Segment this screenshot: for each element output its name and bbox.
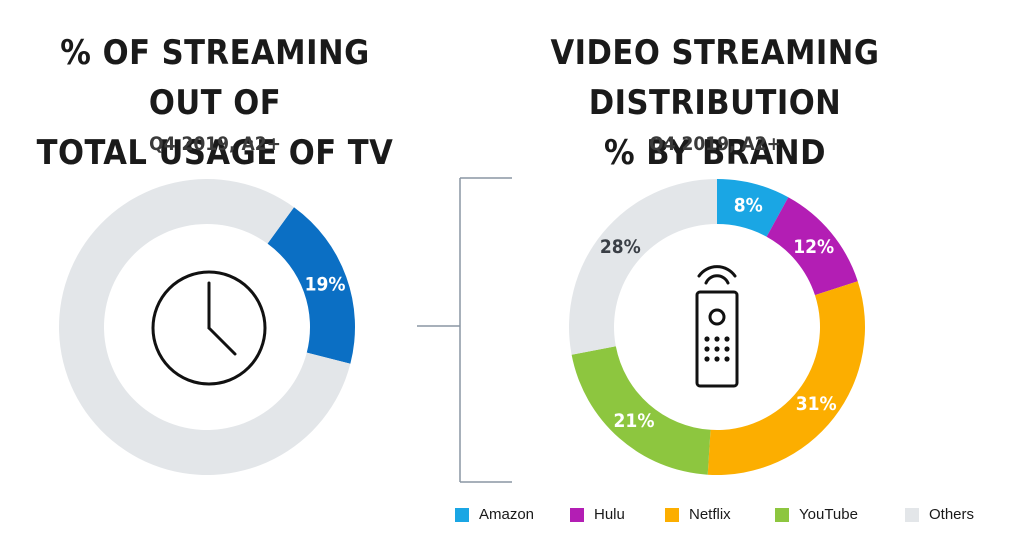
legend-swatch-hulu (570, 507, 584, 522)
legend-label-amazon: Amazon (479, 506, 535, 523)
brand-slice-others (568, 179, 717, 355)
right-title-line-2: % BY BRAND (603, 133, 827, 173)
left-title-line-1: % OF STREAMING OUT OF (60, 33, 370, 123)
streaming-slice-0 (267, 207, 355, 364)
brand-label-others: 28% (600, 236, 641, 258)
legend-label-netflix: Netflix (689, 506, 731, 523)
streaming-slice-1 (59, 179, 351, 476)
brand-slice-netflix (707, 281, 865, 476)
right-chart-title: VIDEO STREAMING DISTRIBUTION % BY BRAND (480, 28, 950, 178)
legend-item-youtube: YouTube (775, 506, 858, 523)
legend-label-hulu: Hulu (594, 506, 625, 523)
right-donut-chart: 8% 12% 31% 21% 28% (568, 179, 865, 476)
legend-item-netflix: Netflix (665, 506, 731, 523)
left-title-line-2: TOTAL USAGE OF TV (36, 133, 394, 173)
legend-swatch-others (905, 507, 919, 522)
connector-bracket (417, 177, 512, 483)
brand-label-youtube: 21% (614, 410, 655, 432)
streaming-label-0: 19% (305, 273, 346, 295)
brand-label-amazon: 8% (734, 194, 763, 216)
legend-swatch-netflix (665, 507, 679, 522)
legend-swatch-amazon (455, 507, 469, 522)
right-title-line-1: VIDEO STREAMING DISTRIBUTION (550, 33, 880, 123)
brand-label-netflix: 31% (796, 393, 837, 415)
clock-icon (151, 270, 267, 386)
legend-label-youtube: YouTube (799, 506, 858, 523)
brand-slice-amazon (717, 179, 789, 237)
left-donut-chart: 19% (59, 179, 355, 476)
legend-item-others: Others (905, 506, 974, 523)
brand-slice-hulu (766, 197, 858, 296)
left-chart-title: % OF STREAMING OUT OF TOTAL USAGE OF TV (20, 28, 410, 178)
brand-slice-youtube (571, 346, 711, 475)
legend-item-amazon: Amazon (455, 506, 534, 523)
left-chart-subtitle: Q4 2019, A2+ (149, 133, 281, 155)
legend-item-hulu: Hulu (570, 506, 625, 523)
legend-swatch-youtube (775, 507, 789, 522)
right-chart-subtitle: Q4 2019, A2+ (649, 133, 781, 155)
legend-label-others: Others (929, 506, 975, 523)
tv-remote-icon (695, 265, 739, 388)
brand-legend: Amazon Hulu Netflix YouTube Others (455, 506, 1015, 528)
brand-label-hulu: 12% (793, 236, 834, 258)
